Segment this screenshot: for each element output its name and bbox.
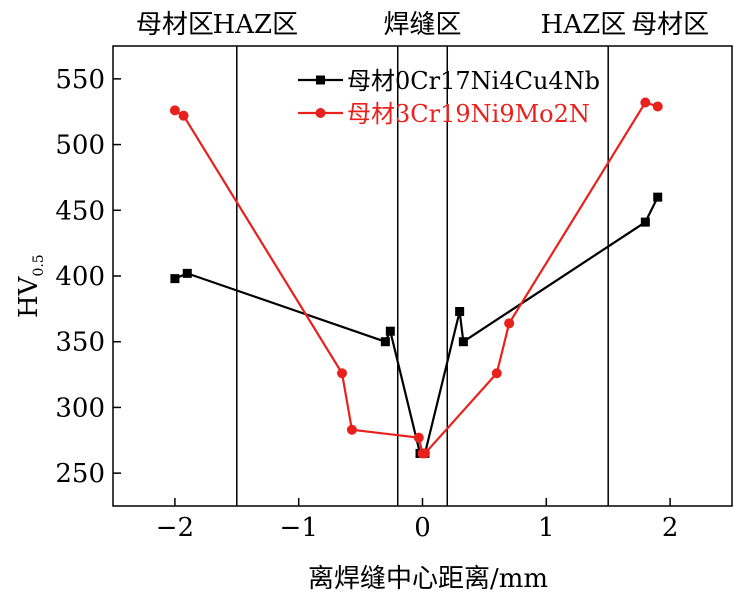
region-label: HAZ区 [212,10,299,40]
series-2 [169,97,663,459]
data-point-circle [346,424,357,435]
region-label: HAZ区 [540,10,627,40]
y-axis: 250 300 350 400 450 500 550 [55,65,121,489]
legend-label: 母材0Cr17Ni4Cu4Nb [347,67,600,95]
data-point-circle [178,110,189,121]
y-tick-label: 300 [55,393,105,423]
legend-marker-circle [315,108,326,118]
data-point-square [653,192,663,202]
y-axis-title-main: HV [14,276,44,318]
data-point-square [385,326,395,336]
legend: 母材0Cr17Ni4Cu4Nb 母材3Cr19Ni9Mo2N [298,67,600,128]
series-line [174,196,659,455]
x-tick-label: 2 [662,513,679,543]
legend-marker-square [316,75,325,85]
data-point-circle [640,97,651,108]
data-point-square [380,337,390,347]
x-tick-label: 0 [414,513,431,543]
y-tick-label: 250 [55,459,105,489]
y-axis-title: HV0.5 [14,254,47,318]
data-point-square [182,268,192,278]
data-point-circle [504,318,515,329]
x-axis-title: 离焊缝中心距离/mm [307,564,549,594]
data-point-circle [413,432,424,443]
series-1 [170,192,663,458]
x-tick-label: −2 [156,513,194,543]
data-point-circle [419,448,430,459]
y-tick-label: 400 [55,262,105,292]
legend-label: 母材3Cr19Ni9Mo2N [347,100,590,128]
data-point-circle [337,368,348,379]
x-tick-label: 1 [538,513,555,543]
x-axis: −2 −1 0 1 2 [156,498,679,543]
y-axis-title-sub: 0.5 [31,254,48,277]
y-tick-label: 550 [55,65,105,95]
data-point-circle [169,105,180,116]
series-layer [169,97,663,459]
region-label: 焊缝区 [383,10,462,40]
y-tick-label: 350 [55,328,105,358]
data-point-circle [491,368,502,379]
data-point-circle [652,101,663,112]
y-tick-label: 500 [55,131,105,161]
data-point-square [170,274,180,284]
data-point-square [640,217,650,227]
series-line [174,101,659,455]
data-point-square [458,337,468,347]
x-tick-label: −1 [280,513,318,543]
region-label: 母材区 [135,10,214,40]
y-tick-label: 450 [55,196,105,226]
data-point-square [455,306,465,316]
region-label: 母材区 [631,10,710,40]
